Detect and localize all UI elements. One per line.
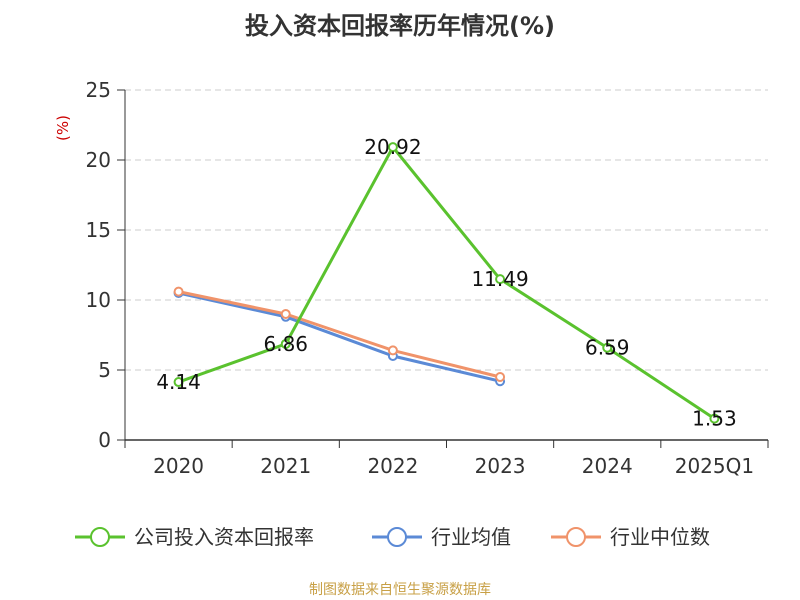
y-tick-label-25: 25: [86, 78, 111, 102]
legend-marker-1: [387, 527, 407, 547]
y-tick-label-0: 0: [98, 428, 111, 452]
series-0-point-2025Q1: [709, 413, 720, 424]
series-0-point-2020: [173, 377, 184, 388]
data-labels: 4.14 6.86 20.92 11.49 6.59 1.53: [156, 135, 736, 430]
x-tick-label-2021: 2021: [260, 454, 311, 478]
series-0-point-2024: [602, 342, 613, 353]
series-lines: [173, 142, 720, 424]
source-note: 制图数据来自恒生聚源数据库: [309, 582, 491, 598]
grid-lines: [125, 89, 768, 371]
legend-label-1: 行业均值: [431, 525, 511, 549]
series-line-2: [178, 290, 501, 379]
legend: 公司投入资本回报率 行业均值 行业中位数: [75, 525, 710, 549]
series-2-point-2021: [280, 309, 291, 319]
x-tick-label-2020: 2020: [153, 454, 204, 478]
series-2-point-2023: [495, 372, 506, 382]
chart-title: 投入资本回报率历年情况(%): [245, 12, 555, 40]
x-tick-label-2024: 2024: [582, 454, 633, 478]
x-tick-label-2023: 2023: [475, 454, 526, 478]
series-line-1: [178, 291, 501, 383]
series-line-0: [178, 145, 716, 420]
series-0-point-2022: [387, 142, 398, 153]
x-tick-label-2022: 2022: [367, 454, 418, 478]
legend-marker-0: [90, 527, 110, 547]
y-axis-unit-label: (%): [54, 115, 72, 141]
data-label-2024: 6.59: [585, 336, 630, 360]
y-tick-label-15: 15: [86, 218, 111, 242]
y-tick-label-10: 10: [86, 288, 111, 312]
legend-label-0: 公司投入资本回报率: [134, 525, 314, 549]
series-0-point-2023: [495, 274, 506, 285]
data-label-2023: 11.49: [471, 267, 528, 291]
x-tick-label-2025Q1: 2025Q1: [675, 454, 754, 478]
legend-marker-2: [566, 527, 586, 547]
axes: 0 5 10 15 20 25 (%) 2020 2021 2022 2023 2024 2025Q1: [54, 78, 769, 478]
y-tick-label-20: 20: [86, 148, 111, 172]
series-2-point-2020: [173, 286, 184, 297]
data-label-2022: 20.92: [364, 135, 421, 159]
y-tick-label-5: 5: [98, 358, 111, 382]
series-2-point-2022: [387, 345, 398, 356]
data-label-2020: 4.14: [156, 370, 201, 394]
legend-label-2: 行业中位数: [610, 525, 710, 549]
data-label-2021: 6.86: [263, 332, 308, 356]
data-label-2025Q1: 1.53: [692, 407, 737, 431]
series-0-point-2021: [280, 338, 291, 349]
